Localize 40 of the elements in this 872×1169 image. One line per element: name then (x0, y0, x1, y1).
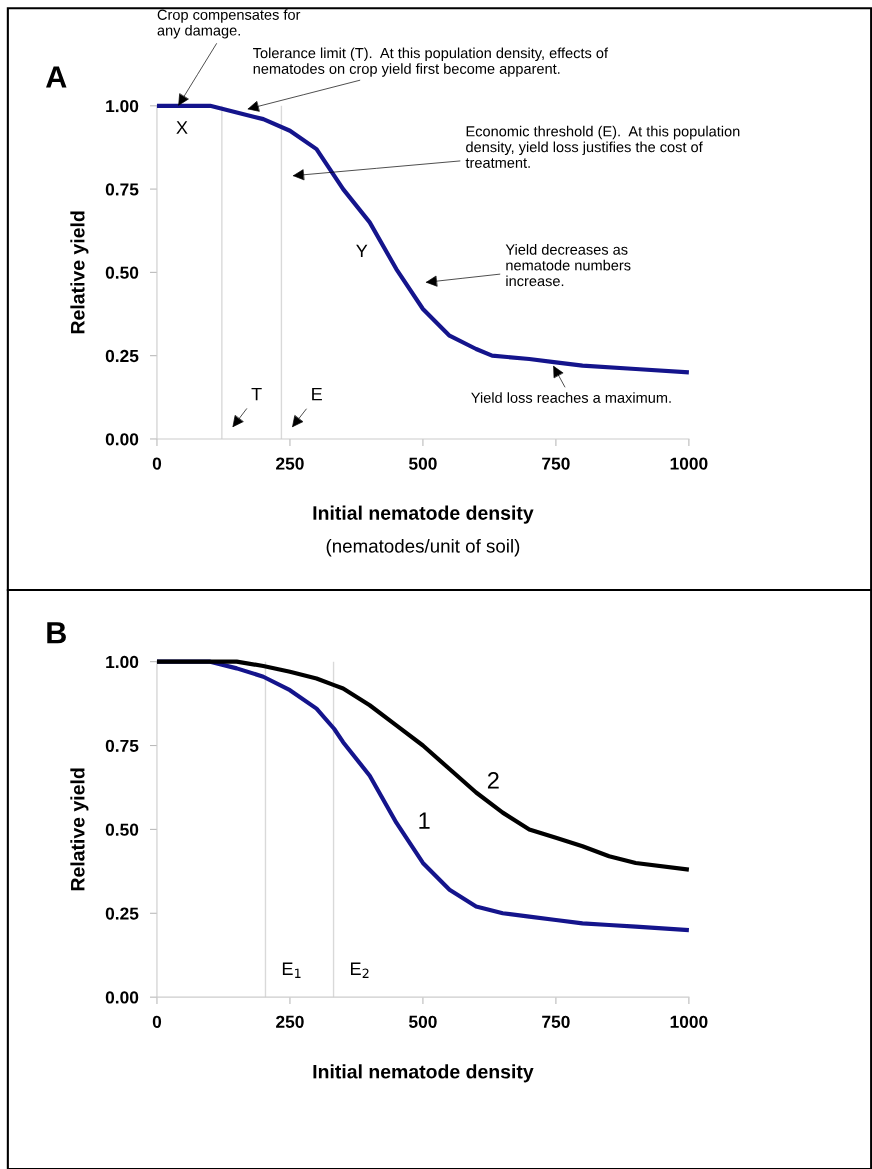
line-series (154, 659, 691, 872)
ref-line-label: E$_{2}$ (351, 962, 369, 978)
y-tick-label: 0.75 (105, 183, 139, 196)
x-tick-label: 0 (152, 1015, 162, 1028)
x-tick-label: 0 (152, 457, 162, 470)
annotation: Yield decreases as nematode numbers increase. (505, 244, 631, 287)
x-tick-label: 750 (542, 457, 570, 470)
x-tick-label: 500 (408, 1015, 437, 1028)
annotation: Economic threshold (E). At this population density, yield loss justifies the cost of treatment. (465, 125, 740, 168)
annotation: Crop compensates for any damage. (157, 9, 301, 39)
chart-title: B (47, 622, 66, 644)
series-label: 1 (419, 812, 430, 829)
y-tick-label: 0.00 (105, 433, 139, 446)
annotation: Yield loss reaches a maximum. (471, 392, 671, 403)
y-tick-label: 0.25 (105, 349, 139, 363)
annotation: Y (356, 244, 368, 258)
x-tick-label: 500 (408, 457, 437, 470)
annotation: Tolerance limit (T). At this population density, effects of nematodes on crop yield first become apparent. (253, 47, 609, 77)
x-axis-title: Initial nematode density (nematodes/unit of soil) (313, 505, 534, 557)
ref-line-label: T (251, 387, 262, 401)
y-tick-label: 0.75 (105, 739, 139, 752)
ref-line-label: E (312, 387, 322, 401)
x-tick-label: 750 (542, 1015, 570, 1028)
ref-line-label: E$_{1}$ (282, 962, 301, 978)
y-axis-title: Relative yield (70, 211, 89, 334)
x-tick-label: 1000 (670, 1015, 708, 1028)
y-tick-label: 1.00 (106, 655, 139, 669)
y-tick-label: 1.00 (106, 99, 139, 113)
chart-title: A (46, 66, 67, 88)
y-tick-label: 0.50 (105, 823, 139, 836)
y-axis-title: Relative yield (70, 768, 89, 891)
series-label: 2 (487, 772, 499, 789)
y-tick-label: 0.00 (105, 991, 139, 1004)
x-axis-title: Initial nematode density (313, 1064, 534, 1083)
x-tick-label: 1000 (670, 457, 708, 470)
x-tick-label: 250 (276, 1015, 304, 1028)
y-tick-label: 0.50 (105, 266, 139, 279)
annotation: X (176, 121, 188, 134)
y-tick-label: 0.25 (105, 907, 139, 920)
x-tick-label: 250 (276, 457, 304, 470)
